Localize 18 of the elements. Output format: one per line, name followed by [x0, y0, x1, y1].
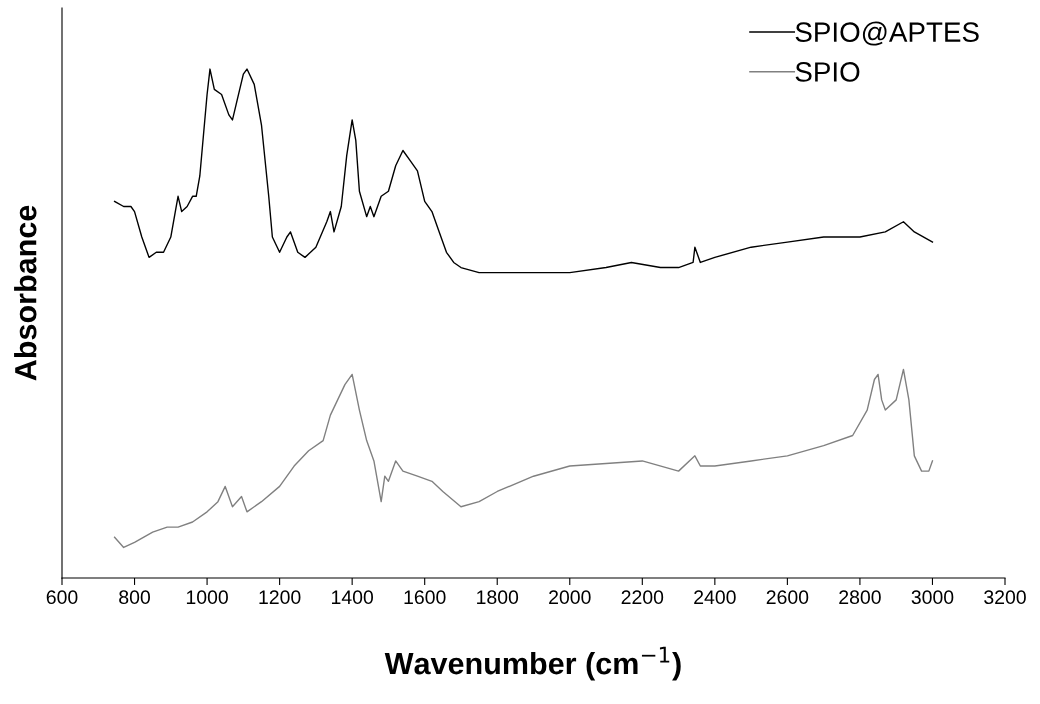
legend-label: SPIO@APTES	[795, 21, 979, 46]
legend-label: SPIO	[795, 62, 860, 82]
x-tick-label: 2200	[621, 590, 664, 605]
x-tick-label: 1600	[404, 590, 446, 605]
x-tick-label: 2000	[549, 590, 591, 605]
x-tick-label: 1000	[186, 590, 228, 605]
x-tick-label: 3000	[911, 590, 954, 605]
x-tick-label: 3200	[984, 590, 1026, 605]
x-tick-label: 2400	[694, 590, 736, 605]
x-tick-label: 2600	[766, 590, 809, 605]
x-tick-label: 2800	[839, 590, 881, 605]
x-tick-label: 800	[119, 590, 150, 605]
x-tick-label: 1200	[259, 590, 301, 605]
y-axis-title: Absorbance	[14, 205, 37, 381]
x-tick-label: 1800	[477, 590, 519, 605]
x-axis-title: Wavenumber (cm$^{−1}$)	[384, 646, 681, 681]
x-tick-label: 600	[46, 590, 78, 605]
x-tick-label: 1400	[332, 590, 374, 605]
